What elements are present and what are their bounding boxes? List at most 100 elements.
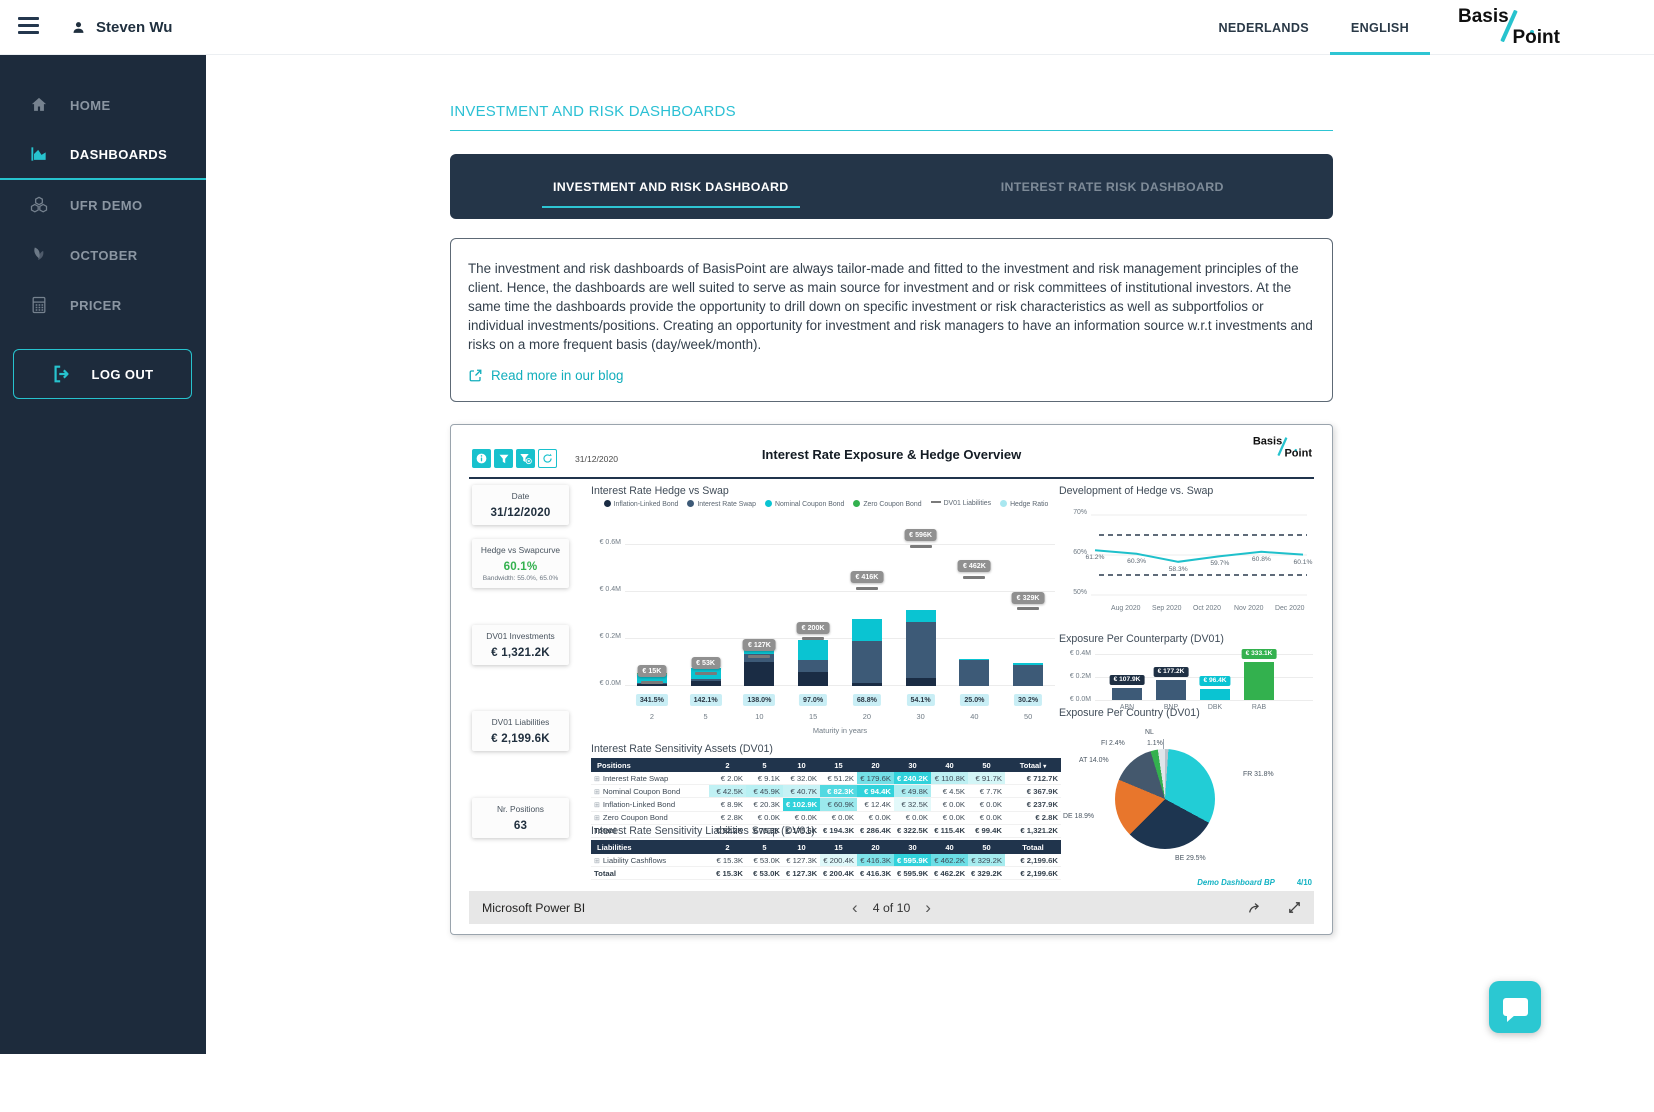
bar-segment[interactable] bbox=[851, 618, 882, 641]
bar-segment[interactable] bbox=[636, 683, 667, 686]
legend-item: Inflation-Linked Bond bbox=[603, 500, 678, 508]
bar-abn[interactable] bbox=[1112, 687, 1142, 700]
topbar: Steven Wu NEDERLANDS ENGLISH Basis Point bbox=[0, 0, 1654, 55]
sidebar-item-label: PRICER bbox=[70, 297, 122, 313]
legend-item: DV01 Liabilities bbox=[930, 500, 991, 508]
x-axis-label: Nov 2020 bbox=[1234, 605, 1264, 612]
reset-icon[interactable] bbox=[538, 449, 557, 468]
description-card: The investment and risk dashboards of Ba… bbox=[450, 238, 1333, 402]
marker-label: € 15K bbox=[637, 665, 667, 678]
pie-label: DE 18.9% bbox=[1063, 813, 1095, 820]
blog-link[interactable]: Read more in our blog bbox=[468, 368, 624, 383]
bar-segment[interactable] bbox=[798, 640, 829, 660]
data-label: € 333.1K bbox=[1241, 648, 1277, 659]
filter-icon[interactable] bbox=[494, 449, 513, 468]
bar-segment[interactable] bbox=[798, 671, 829, 686]
pie-label: BE 29.5% bbox=[1175, 855, 1206, 862]
tab-investment-and-risk-dashboard[interactable]: INVESTMENT AND RISK DASHBOARD bbox=[450, 154, 892, 219]
x-axis-label: Sep 2020 bbox=[1152, 605, 1182, 612]
bar-segment[interactable] bbox=[744, 654, 775, 662]
clear-filter-icon[interactable] bbox=[516, 449, 535, 468]
description-text: The investment and risk dashboards of Ba… bbox=[468, 261, 1313, 352]
logo-dot bbox=[1294, 448, 1297, 452]
table-row-liability-cashflows[interactable]: ⊞ Liability Cashflows € 15.3K € 53.0K € 127.… bbox=[591, 854, 1061, 868]
x-axis-label: BNP bbox=[1163, 704, 1179, 711]
bar-segment[interactable] bbox=[744, 661, 775, 686]
cubes-icon bbox=[29, 195, 49, 215]
bar-segment[interactable] bbox=[690, 679, 721, 682]
assets-table-block: Interest Rate Sensitivity Assets (DV01) … bbox=[591, 743, 1061, 838]
logout-button[interactable]: LOG OUT bbox=[13, 349, 192, 399]
report-title: Interest Rate Exposure & Hedge Overview bbox=[761, 447, 1022, 462]
chat-button[interactable] bbox=[1489, 981, 1541, 1033]
y-axis-label: € 0.6M bbox=[599, 539, 621, 546]
x-axis-label: 30 bbox=[916, 712, 925, 721]
pie-wrap: NL FI 2.4% 1.1% AT 14.0% FR 31.8% DE 18.9% BE … bbox=[1059, 719, 1313, 869]
sidebar-item-home[interactable]: HOME bbox=[0, 80, 206, 130]
sidebar-item-label: UFR DEMO bbox=[70, 197, 143, 213]
hedge-ratio-label: 25.0% bbox=[960, 694, 989, 706]
bar-segment[interactable] bbox=[690, 681, 721, 686]
hedge-development-chart: Development of Hedge vs. Swap 70% 60% 50% 6… bbox=[1059, 485, 1313, 615]
report-page-number: 4/10 bbox=[1296, 878, 1312, 887]
data-label: 60.1% bbox=[1293, 558, 1313, 566]
stat-card-hedge-vs-swapcurve: Hedge vs Swapcurve 60.1% Bandwidth: 55.0%,… bbox=[472, 539, 569, 588]
bar-segment[interactable] bbox=[636, 673, 667, 684]
bar-segment[interactable] bbox=[959, 660, 990, 686]
pie-label: AT 14.0% bbox=[1079, 757, 1109, 764]
user-chip[interactable]: Steven Wu bbox=[70, 0, 172, 55]
bar-rab[interactable] bbox=[1244, 661, 1274, 700]
gridline bbox=[625, 544, 1055, 545]
report-divider bbox=[469, 477, 1314, 479]
sidebar-item-october[interactable]: OCTOBER bbox=[0, 230, 206, 280]
menu-icon[interactable] bbox=[18, 17, 42, 39]
sidebar-item-pricer[interactable]: PRICER bbox=[0, 280, 206, 330]
dv01-liability-marker bbox=[855, 586, 878, 590]
table-row-totaal[interactable]: Totaal € 52.2K € 75.3K € 175.6K € 194.3K € 28… bbox=[591, 823, 1061, 838]
table-row-zero-coupon-bond[interactable]: ⊞ Zero Coupon Bond € 2.8K € 0.0K € 0.0K € 0.0… bbox=[591, 811, 1061, 825]
data-label: 60.8% bbox=[1251, 555, 1271, 563]
bar-segment[interactable] bbox=[1013, 664, 1044, 686]
table-row-inflation-linked-bond[interactable]: ⊞ Inflation-Linked Bond € 8.9K € 20.3K € 102… bbox=[591, 797, 1061, 812]
gridline bbox=[625, 638, 1055, 639]
bar-segment[interactable] bbox=[905, 678, 936, 686]
bar-segment[interactable] bbox=[851, 640, 882, 684]
table-row-totaal[interactable]: Totaal € 15.3K € 53.0K € 127.3K € 200.4K € 41… bbox=[591, 866, 1061, 881]
bar-segment[interactable] bbox=[905, 610, 936, 622]
data-label: € 177.2K bbox=[1153, 666, 1189, 677]
sidebar-item-dashboards[interactable]: DASHBOARDS bbox=[0, 130, 206, 180]
stat-card-dv01-investments: DV01 Investments € 1,321.2K bbox=[472, 625, 569, 665]
prev-page-icon[interactable]: ‹ bbox=[852, 898, 858, 917]
bar-segment[interactable] bbox=[1013, 662, 1044, 665]
dv01-liability-marker bbox=[748, 654, 771, 658]
sidebar-item-ufr-demo[interactable]: UFR DEMO bbox=[0, 180, 206, 230]
tab-interest-rate-risk-dashboard[interactable]: INTEREST RATE RISK DASHBOARD bbox=[1000, 179, 1224, 194]
data-label: € 96.4K bbox=[1199, 675, 1231, 686]
stat-value: 60.1% bbox=[503, 560, 538, 573]
fullscreen-icon[interactable] bbox=[1287, 900, 1302, 915]
stat-label: Hedge vs Swapcurve bbox=[480, 545, 561, 555]
x-axis-title: Maturity in years bbox=[812, 726, 868, 735]
language-nederlands[interactable]: NEDERLANDS bbox=[1218, 20, 1309, 35]
bar-segment[interactable] bbox=[905, 622, 936, 679]
info-icon[interactable] bbox=[472, 449, 491, 468]
hedge-ratio-label: 68.8% bbox=[852, 694, 881, 706]
data-label: 59.7% bbox=[1210, 560, 1230, 568]
external-link-icon bbox=[468, 368, 483, 383]
report-header: 31/12/2020 Interest Rate Exposure & Hedg… bbox=[469, 435, 1314, 475]
pie[interactable] bbox=[1115, 749, 1215, 849]
bar-segment[interactable] bbox=[851, 683, 882, 686]
table-title: Interest Rate Sensitivity Liabilities Sw… bbox=[591, 825, 815, 837]
bar-segment[interactable] bbox=[959, 658, 990, 660]
report-logo: Basis Point bbox=[1252, 435, 1312, 460]
table-row-interest-rate-swap[interactable]: ⊞ Interest Rate Swap € 2.0K € 9.1K € 32.0K € … bbox=[591, 772, 1061, 786]
chart-title: Development of Hedge vs. Swap bbox=[1059, 485, 1214, 497]
language-english[interactable]: ENGLISH bbox=[1329, 0, 1430, 55]
line-svg bbox=[1091, 514, 1307, 596]
bar-segment[interactable] bbox=[798, 659, 829, 672]
share-icon[interactable] bbox=[1247, 900, 1263, 916]
bar-dbk[interactable] bbox=[1200, 688, 1230, 700]
table-row-nominal-coupon-bond[interactable]: ⊞ Nominal Coupon Bond € 42.5K € 45.9K € 40.7… bbox=[591, 784, 1061, 799]
next-page-icon[interactable]: › bbox=[925, 898, 931, 917]
bar-bnp[interactable] bbox=[1156, 679, 1186, 700]
